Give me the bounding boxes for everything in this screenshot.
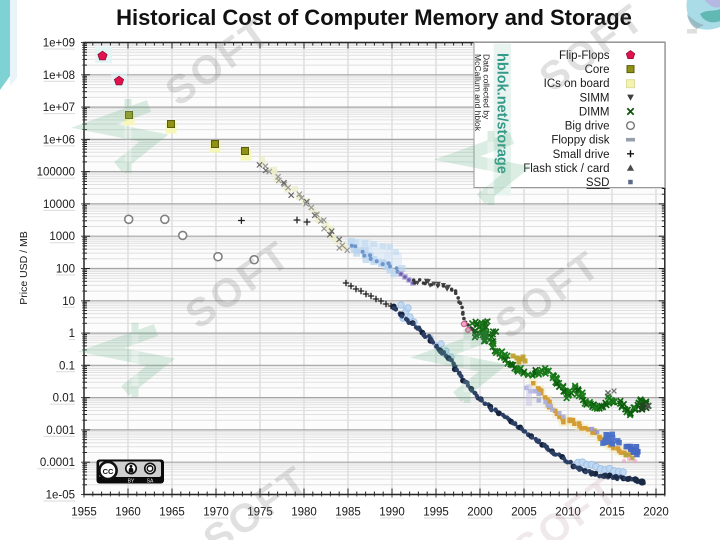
svg-text:Floppy disk: Floppy disk [551,135,609,147]
svg-text:1e+08: 1e+08 [43,70,75,82]
svg-text:2005: 2005 [511,507,537,519]
svg-text:10000: 10000 [43,199,75,211]
svg-text:1990: 1990 [379,507,405,519]
svg-text:1955: 1955 [71,507,97,519]
svg-text:1000: 1000 [49,231,75,243]
svg-text:1995: 1995 [423,507,449,519]
svg-text:ICs on board: ICs on board [544,78,610,90]
svg-text:1965: 1965 [159,507,185,519]
svg-text:0.0001: 0.0001 [40,457,75,469]
svg-text:Data collected by: Data collected by [482,54,492,120]
svg-text:1e+06: 1e+06 [43,134,75,146]
svg-text:SA: SA [147,479,154,485]
svg-text:1e+09: 1e+09 [43,38,75,50]
svg-text:1e-05: 1e-05 [46,490,75,502]
svg-text:1975: 1975 [247,507,273,519]
svg-text:Flip-Flops: Flip-Flops [559,50,610,62]
svg-text:2000: 2000 [467,507,493,519]
svg-text:10: 10 [62,296,75,308]
svg-text:1985: 1985 [335,507,361,519]
svg-text:2015: 2015 [599,507,625,519]
svg-text:McCallum and hblok: McCallum and hblok [473,54,483,132]
svg-text:0.001: 0.001 [46,425,75,437]
svg-text:1960: 1960 [115,507,141,519]
svg-text:0.1: 0.1 [59,360,75,372]
svg-text:DIMM: DIMM [579,107,610,119]
svg-text:BY: BY [128,479,135,485]
svg-text:SSD: SSD [586,177,610,189]
svg-text:1: 1 [69,328,75,340]
svg-text:1e+07: 1e+07 [43,102,75,114]
svg-text:0.01: 0.01 [53,393,75,405]
svg-text:Small drive: Small drive [553,149,610,161]
svg-text:2010: 2010 [555,507,581,519]
svg-text:100000: 100000 [37,167,75,179]
svg-text:1980: 1980 [291,507,317,519]
svg-text:Core: Core [585,64,610,76]
svg-text:SIMM: SIMM [579,92,609,104]
svg-text:Flash stick / card: Flash stick / card [523,163,609,175]
svg-text:2020: 2020 [643,507,669,519]
svg-text:1970: 1970 [203,507,229,519]
svg-text:Historical Cost of Computer Me: Historical Cost of Computer Memory and S… [116,5,632,30]
svg-text:Price USD / MB: Price USD / MB [18,231,30,305]
svg-text:hblok.net/storage: hblok.net/storage [494,53,510,174]
svg-text:100: 100 [56,264,75,276]
svg-text:Big drive: Big drive [565,121,610,133]
svg-text:CC: CC [103,467,114,476]
